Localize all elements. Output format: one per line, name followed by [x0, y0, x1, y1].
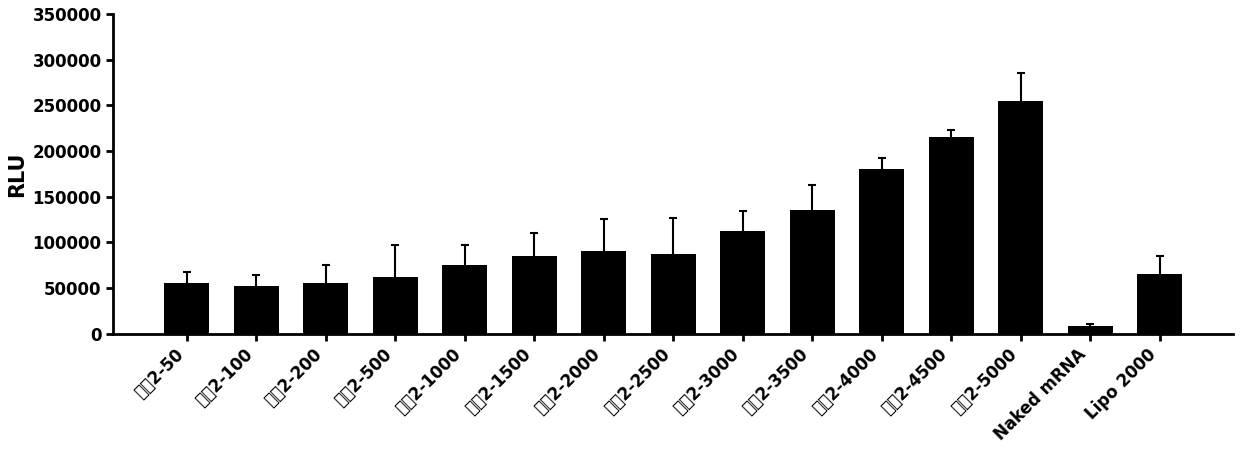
- Bar: [304, 283, 348, 334]
- Bar: [998, 101, 1043, 334]
- Bar: [1068, 327, 1112, 334]
- Bar: [929, 137, 973, 334]
- Bar: [790, 210, 835, 334]
- Bar: [443, 265, 487, 334]
- Bar: [859, 169, 904, 334]
- Bar: [373, 277, 418, 334]
- Bar: [720, 231, 765, 334]
- Bar: [1137, 274, 1182, 334]
- Bar: [165, 283, 210, 334]
- Bar: [651, 254, 696, 334]
- Bar: [234, 286, 279, 334]
- Bar: [582, 252, 626, 334]
- Bar: [512, 256, 557, 334]
- Y-axis label: RLU: RLU: [7, 151, 27, 197]
